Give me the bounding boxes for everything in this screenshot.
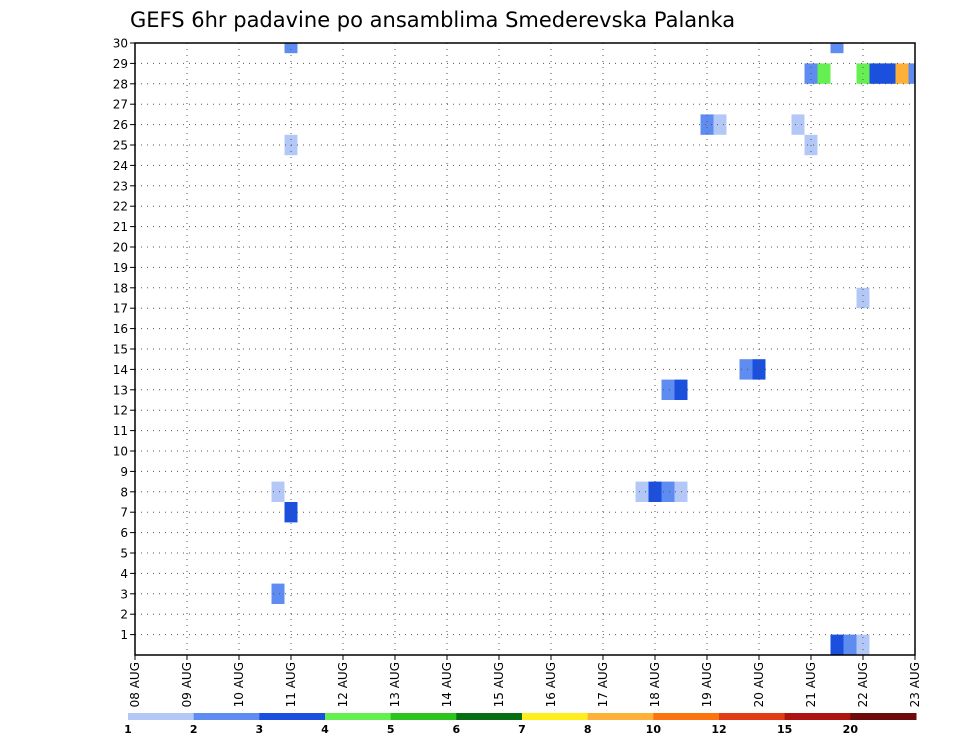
y-tick-label-5: 5	[120, 547, 128, 561]
precip-cell-9	[661, 379, 675, 400]
colorbar: 1 2 3 4 5 6 7 8 10 12 15 20	[124, 713, 917, 736]
y-tick-label-28: 28	[113, 77, 128, 91]
precip-cell-24	[856, 634, 870, 655]
y-tick-label-18: 18	[113, 281, 128, 295]
precip-cell-0	[271, 481, 285, 502]
precip-cell-5	[635, 481, 649, 502]
colorbar-swatch-3	[325, 713, 392, 720]
colorbar-swatch-1	[193, 713, 260, 720]
chart-title: GEFS 6hr padavine po ansamblima Smederev…	[130, 8, 735, 32]
y-tick-label-13: 13	[113, 383, 128, 397]
y-tick-label-24: 24	[113, 159, 128, 173]
x-tick-label-9: 17 AUG	[596, 662, 610, 707]
x-tick-label-12: 20 AUG	[752, 662, 766, 707]
y-tick-label-14: 14	[113, 363, 128, 377]
y-tick-label-9: 9	[120, 465, 128, 479]
precip-cell-13	[739, 359, 753, 380]
colorbar-swatch-4	[390, 713, 457, 720]
x-tick-label-11: 19 AUG	[700, 662, 714, 707]
y-tick-label-11: 11	[113, 424, 128, 438]
precip-cell-30	[908, 63, 915, 84]
y-tick-label-4: 4	[120, 567, 128, 581]
x-tick-label-0: 08 AUG	[128, 662, 142, 707]
colorbar-label-10: 10	[646, 723, 662, 736]
colorbar-label-1: 1	[124, 723, 132, 736]
precip-cell-22	[830, 634, 844, 655]
colorbar-label-5: 5	[387, 723, 395, 736]
colorbar-swatch-10	[784, 713, 851, 720]
x-tick-label-8: 16 AUG	[544, 662, 558, 707]
precip-cell-7	[661, 481, 675, 502]
x-tick-label-5: 13 AUG	[388, 662, 402, 707]
precip-cells	[271, 43, 915, 655]
colorbar-label-4: 4	[321, 723, 329, 736]
precip-cell-6	[648, 481, 662, 502]
colorbar-swatch-6	[522, 713, 589, 720]
colorbar-label-15: 15	[777, 723, 792, 736]
y-tick-label-1: 1	[120, 628, 128, 642]
y-tick-label-29: 29	[113, 57, 128, 71]
y-tick-label-3: 3	[120, 587, 128, 601]
y-tick-label-27: 27	[113, 98, 128, 112]
x-tick-label-4: 12 AUG	[336, 662, 350, 707]
x-tick-label-13: 21 AUG	[804, 662, 818, 707]
y-tick-label-10: 10	[113, 445, 128, 459]
precip-cell-19	[817, 63, 831, 84]
y-tick-label-30: 30	[113, 37, 128, 51]
x-tick-label-1: 09 AUG	[180, 662, 194, 707]
x-axis: 08 AUG 09 AUG 10 AUG 11 AUG 12 AUG 13 AUG 14 A…	[128, 655, 922, 707]
colorbar-swatch-2	[259, 713, 326, 720]
precip-cell-23	[843, 634, 857, 655]
y-tick-label-20: 20	[113, 241, 128, 255]
precip-cell-17	[791, 114, 805, 135]
y-tick-label-26: 26	[113, 118, 128, 132]
y-tick-label-25: 25	[113, 139, 128, 153]
x-tick-label-14: 22 AUG	[856, 662, 870, 707]
precip-cell-12	[713, 114, 727, 135]
precip-cell-1	[271, 583, 285, 604]
colorbar-label-8: 8	[584, 723, 592, 736]
colorbar-label-3: 3	[256, 723, 264, 736]
colorbar-swatch-0	[128, 713, 195, 720]
colorbar-swatch-11	[850, 713, 917, 720]
y-tick-label-21: 21	[113, 220, 128, 234]
x-tick-label-6: 14 AUG	[440, 662, 454, 707]
grid-lines	[135, 42, 915, 655]
colorbar-label-2: 2	[190, 723, 198, 736]
colorbar-swatch-8	[653, 713, 720, 720]
x-tick-label-3: 11 AUG	[284, 662, 298, 707]
precip-cell-25	[856, 287, 870, 309]
y-axis: 1234567891011121314151617181920212223242…	[113, 37, 135, 642]
colorbar-swatch-7	[587, 713, 654, 720]
x-tick-label-2: 10 AUG	[232, 662, 246, 707]
x-tick-label-7: 15 AUG	[492, 662, 506, 707]
y-tick-label-12: 12	[113, 404, 128, 418]
y-tick-label-6: 6	[120, 526, 128, 540]
colorbar-swatch-9	[719, 713, 786, 720]
y-tick-label-8: 8	[120, 485, 128, 499]
y-tick-label-15: 15	[113, 343, 128, 357]
y-tick-label-22: 22	[113, 200, 128, 214]
y-tick-label-19: 19	[113, 261, 128, 275]
precip-cell-27	[869, 63, 883, 84]
y-tick-label-2: 2	[120, 608, 128, 622]
colorbar-label-6: 6	[453, 723, 461, 736]
precip-cell-28	[882, 63, 896, 84]
x-tick-label-15: 23 AUG	[908, 662, 922, 707]
colorbar-label-20: 20	[843, 723, 859, 736]
x-tick-label-10: 18 AUG	[648, 662, 662, 707]
colorbar-label-12: 12	[711, 723, 726, 736]
y-tick-label-16: 16	[113, 322, 128, 336]
precip-cell-2	[284, 43, 298, 54]
colorbar-swatch-5	[456, 713, 523, 720]
y-tick-label-7: 7	[120, 506, 128, 520]
y-tick-label-23: 23	[113, 179, 128, 193]
colorbar-label-7: 7	[518, 723, 526, 736]
precip-cell-21	[830, 43, 844, 54]
precip-cell-29	[895, 63, 909, 84]
y-tick-label-17: 17	[113, 302, 128, 316]
precip-cell-11	[700, 114, 714, 135]
